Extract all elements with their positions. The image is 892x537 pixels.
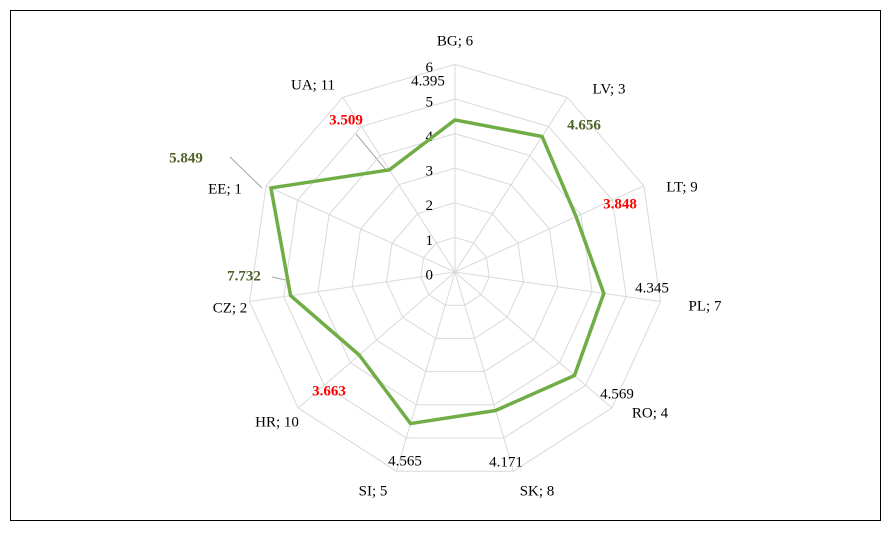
chart-frame — [10, 10, 881, 521]
category-label: CZ; 2 — [213, 300, 248, 316]
spoke — [265, 185, 456, 273]
r-tick-label: 5 — [426, 94, 434, 110]
category-label: BG; 6 — [437, 33, 474, 49]
category-label: PL; 7 — [689, 298, 722, 314]
spoke — [454, 271, 661, 303]
grid-ring — [420, 236, 490, 306]
data-label: 4.345 — [635, 280, 669, 296]
data-label: 5.849 — [169, 150, 203, 166]
category-label: EE; 1 — [208, 181, 242, 197]
r-tick-label: 3 — [426, 164, 434, 180]
data-label: 3.509 — [329, 112, 363, 128]
leader-line — [271, 276, 287, 281]
category-label: SI; 5 — [359, 483, 388, 499]
leader-line — [355, 133, 387, 171]
category-label: UA; 11 — [291, 77, 335, 93]
grid-ring — [385, 202, 525, 339]
category-label: LV; 3 — [593, 81, 626, 97]
category-label: LT; 9 — [666, 179, 698, 195]
leader-line — [229, 156, 263, 189]
data-label: 7.732 — [227, 268, 261, 284]
spoke — [454, 271, 514, 472]
r-tick-label: 2 — [426, 198, 434, 214]
category-label: SK; 8 — [520, 483, 555, 499]
r-tick-label: 0 — [426, 267, 434, 283]
r-tick-label: 4 — [426, 129, 434, 145]
r-tick-label: 1 — [426, 233, 434, 249]
spoke — [454, 97, 568, 273]
data-label: 4.569 — [600, 386, 634, 402]
spoke — [454, 271, 613, 409]
data-label: 4.171 — [489, 454, 523, 470]
grid-ring — [283, 98, 627, 439]
spoke — [249, 271, 456, 303]
data-label: 4.656 — [567, 117, 601, 133]
series-line — [269, 118, 606, 426]
spoke — [454, 185, 645, 273]
spoke — [396, 271, 456, 472]
data-label: 4.395 — [411, 73, 445, 89]
data-label: 3.848 — [603, 196, 637, 212]
grid-ring — [351, 167, 559, 373]
data-label: 3.663 — [312, 383, 346, 399]
data-label: 4.565 — [388, 453, 422, 469]
spoke — [342, 97, 456, 273]
category-label: HR; 10 — [255, 414, 299, 430]
r-tick-label: 6 — [426, 60, 434, 76]
grid-ring — [248, 63, 662, 472]
category-label: RO; 4 — [632, 405, 669, 421]
spoke — [297, 271, 456, 409]
